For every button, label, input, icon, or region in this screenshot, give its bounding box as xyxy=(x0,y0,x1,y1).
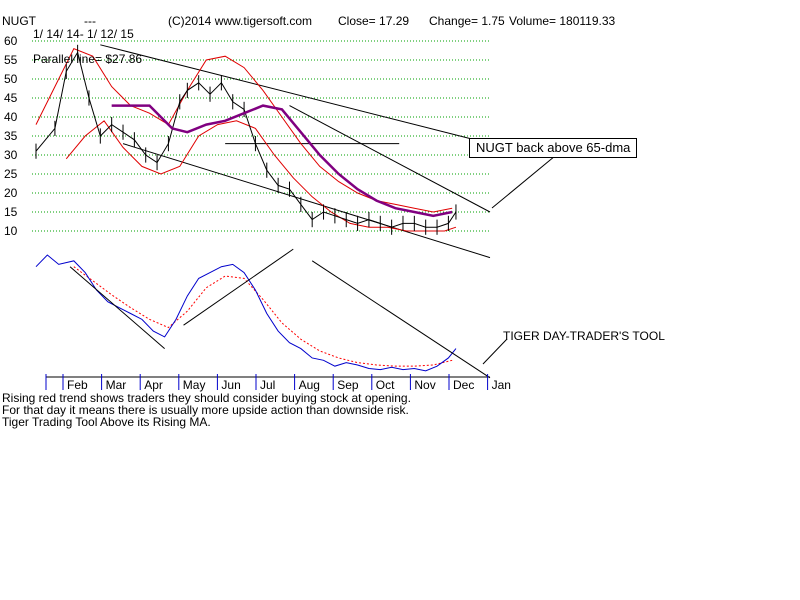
callout-arrow xyxy=(482,338,508,365)
price-change: Change= 1.75 xyxy=(429,14,505,28)
trend-line xyxy=(289,105,491,213)
trend-line xyxy=(100,44,491,145)
y-tick-label: 60 xyxy=(4,34,18,48)
y-tick-label: 30 xyxy=(4,148,18,162)
month-label: Jun xyxy=(221,378,240,392)
y-tick-label: 10 xyxy=(4,224,18,238)
tool-trend-line xyxy=(69,266,165,349)
ticker-symbol: NUGT xyxy=(2,14,36,28)
month-label: Apr xyxy=(144,378,163,392)
month-label: Feb xyxy=(67,378,88,392)
close-price: Close= 17.29 xyxy=(338,14,410,28)
y-tick-label: 50 xyxy=(4,72,18,86)
volume: Volume= 180119.33 xyxy=(509,14,616,28)
month-label: Sep xyxy=(337,378,359,392)
price-line xyxy=(35,51,457,228)
month-label: May xyxy=(183,378,206,392)
dma-callout: NUGT back above 65-dma xyxy=(469,138,638,158)
header-dashes: --- xyxy=(84,14,96,28)
lower-band-line xyxy=(65,120,457,232)
month-label: Oct xyxy=(376,378,395,392)
tool-line xyxy=(35,254,457,372)
month-label: Jul xyxy=(260,378,275,392)
tool-trend-line xyxy=(183,248,294,326)
tool-callout: TIGER DAY-TRADER'S TOOL xyxy=(503,329,665,343)
month-label: Nov xyxy=(414,378,435,392)
month-label: Dec xyxy=(453,378,474,392)
y-tick-label: 55 xyxy=(4,53,18,67)
y-tick-label: 45 xyxy=(4,91,18,105)
footer-line-3: Tiger Trading Tool Above its Rising MA. xyxy=(2,415,211,429)
y-tick-label: 25 xyxy=(4,167,18,181)
copyright-text: (C)2014 www.tigersoft.com xyxy=(168,14,313,28)
callout-arrow xyxy=(491,155,556,209)
trend-line xyxy=(122,143,491,259)
y-tick-label: 15 xyxy=(4,205,18,219)
footer-line-1: Rising red trend shows traders they shou… xyxy=(2,391,411,405)
date-range: 1/ 14/ 14- 1/ 12/ 15 xyxy=(33,27,134,41)
tool-ma-line xyxy=(73,266,453,367)
month-label: Jan xyxy=(492,378,511,392)
footer-line-2: For that day it means there is usually m… xyxy=(2,403,409,417)
month-label: Aug xyxy=(299,378,320,392)
y-tick-label: 40 xyxy=(4,110,18,124)
y-tick-label: 35 xyxy=(4,129,18,143)
parallel-line-label: Parallel line= $27.86 xyxy=(33,52,143,66)
y-tick-label: 20 xyxy=(4,186,18,200)
ma65-line xyxy=(111,104,453,218)
month-label: Mar xyxy=(106,378,127,392)
tool-trend-line xyxy=(311,260,491,379)
